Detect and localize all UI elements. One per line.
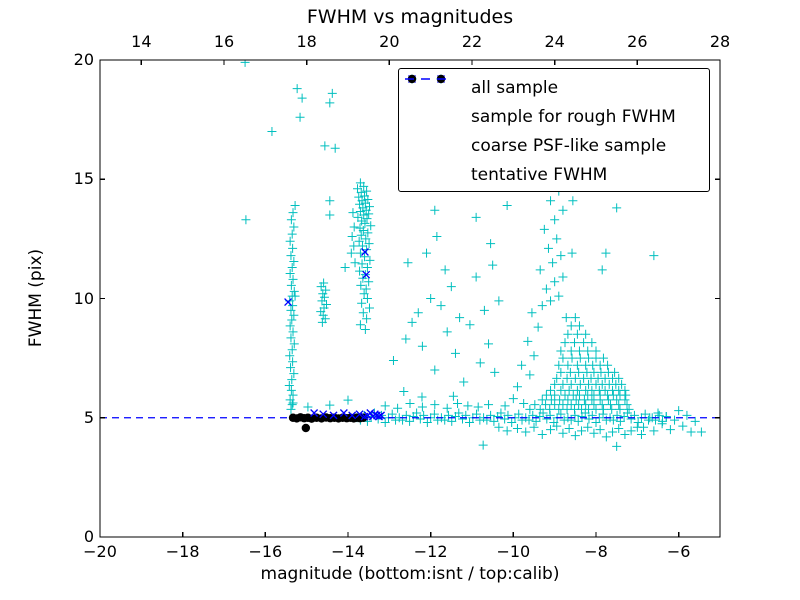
- y-tick-label: 5: [83, 407, 94, 427]
- x-tick-label: −18: [165, 542, 200, 561]
- x-tick-label: −20: [83, 542, 117, 561]
- y-tick-label: 20: [73, 50, 94, 69]
- x-tick-label: −16: [248, 542, 283, 561]
- legend-entry-rough-fwhm: sample for rough FWHM: [407, 75, 709, 131]
- legend-entry-coarse-psf: coarse PSF-like sample: [407, 74, 709, 160]
- legend: all sample sample for rough FWHM coarse …: [398, 68, 710, 192]
- y-axis-label: FWHM (pix): [26, 248, 46, 348]
- x-tick-label: −8: [584, 542, 608, 561]
- legend-entry-tentative-fwhm: tentative FWHM: [405, 78, 709, 189]
- legend-label: sample for rough FWHM: [471, 106, 676, 127]
- chart-title: FWHM vs magnitudes: [306, 6, 514, 28]
- legend-label: coarse PSF-like sample: [471, 135, 667, 156]
- y-tick-label: 0: [83, 527, 94, 546]
- x-axis-label: magnitude (bottom:isnt / top:calib): [260, 564, 560, 584]
- dashed-line-icon: [405, 78, 463, 185]
- x-tick-label: −10: [496, 542, 531, 561]
- top-tick-label: 28: [709, 32, 731, 51]
- legend-label: all sample: [471, 77, 559, 98]
- top-tick-label: 26: [627, 32, 648, 51]
- top-tick-label: 16: [213, 32, 235, 51]
- x-tick-label: −14: [331, 542, 365, 561]
- y-tick-label: 10: [73, 288, 94, 308]
- top-tick-label: 24: [544, 32, 565, 51]
- x-marker-icon: [407, 75, 463, 127]
- x-tick-label: −12: [413, 542, 448, 561]
- top-tick-label: 22: [461, 32, 483, 51]
- legend-label: tentative FWHM: [471, 164, 608, 185]
- x-tick-label: −6: [666, 542, 691, 561]
- top-tick-label: 18: [296, 32, 317, 51]
- dot-marker-icon: [407, 74, 463, 156]
- top-tick-label: 14: [131, 32, 152, 51]
- y-tick-label: 15: [73, 169, 94, 189]
- top-tick-label: 20: [379, 32, 400, 51]
